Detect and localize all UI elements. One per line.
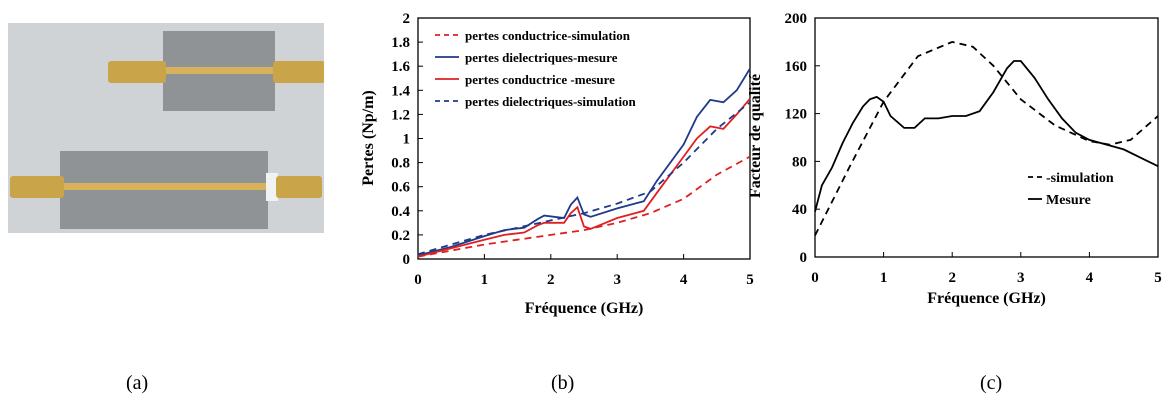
y-tick-label: 200 xyxy=(785,11,808,27)
x-axis-label: Fréquence (GHz) xyxy=(525,300,644,317)
y-tick-label: 0.8 xyxy=(391,156,410,172)
x-tick-label: 1 xyxy=(880,270,888,286)
x-tick-label: 0 xyxy=(414,272,422,288)
y-tick-label: 80 xyxy=(792,154,807,170)
x-tick-label: 3 xyxy=(613,272,621,288)
y-tick-label: 40 xyxy=(792,202,807,218)
series-line-simulation xyxy=(814,40,1159,236)
x-tick-label: 2 xyxy=(547,272,555,288)
y-axis-label: Facteur de qualité xyxy=(747,74,764,198)
y-tick-label: 1.6 xyxy=(391,59,410,75)
y-axis-label: Pertes (Np/m) xyxy=(360,90,377,186)
long-connector-left xyxy=(10,176,64,198)
legend-label: -simulation xyxy=(1046,171,1114,186)
x-tick-label: 1 xyxy=(481,272,489,288)
long-strip xyxy=(60,183,268,190)
y-tick-label: 1 xyxy=(403,132,411,148)
y-tick-label: 1.8 xyxy=(391,35,410,51)
caption-c: (c) xyxy=(980,372,1003,394)
y-tick-label: 0.6 xyxy=(391,180,410,196)
legend-label: pertes conductrice -mesure xyxy=(465,72,615,87)
chart-b: 0 1 2 3 4 5 0 0.2 0.4 0.6 0.8 1 1.2 1.4 1.6 1.8 2 Fréquen… xyxy=(360,11,754,317)
short-line-prototype xyxy=(108,31,325,111)
legend-label: pertes dielectriques-mesure xyxy=(465,50,618,65)
long-line-prototype xyxy=(10,151,322,229)
short-strip xyxy=(163,67,275,74)
x-tick-label: 4 xyxy=(1086,270,1094,286)
y-tick-label: 1.4 xyxy=(391,83,410,99)
caption-a: (a) xyxy=(126,372,149,394)
transmission-line-prototypes-photo xyxy=(8,23,325,233)
series-line-pertes-dielectriques-simulation xyxy=(417,101,751,256)
prototypes-photo xyxy=(8,23,325,233)
long-connector-ring xyxy=(266,173,278,201)
long-connector-right xyxy=(276,176,322,198)
x-tick-label: 4 xyxy=(680,272,688,288)
y-tick-label: 160 xyxy=(785,59,808,75)
short-connector-right xyxy=(273,61,325,83)
series-line-pertes-conductrice-simulation xyxy=(417,155,751,258)
y-tick-label: 0 xyxy=(403,252,411,268)
chart-c: 0 1 2 3 4 5 0 40 80 120 160 200 Fréquence (GHz) Facte… xyxy=(747,11,1162,307)
plot-frame-c xyxy=(814,17,1159,258)
y-tick-label: 1.2 xyxy=(391,107,410,123)
caption-b: (b) xyxy=(551,372,575,394)
legend-label: pertes dielectriques-simulation xyxy=(465,94,637,109)
y-tick-label: 0.2 xyxy=(391,228,410,244)
y-tick-label: 0.4 xyxy=(391,204,410,220)
x-tick-label: 5 xyxy=(746,272,754,288)
short-connector-left xyxy=(108,61,166,83)
series-line-pertes-conductrice-mesure xyxy=(417,98,751,258)
x-tick-label: 3 xyxy=(1017,270,1025,286)
series-line-mesure xyxy=(814,60,1159,212)
x-axis-label: Fréquence (GHz) xyxy=(927,290,1046,307)
legend-label: Mesure xyxy=(1046,193,1091,208)
y-tick-label: 2 xyxy=(403,11,411,27)
x-tick-label: 5 xyxy=(1154,270,1162,286)
x-tick-label: 0 xyxy=(811,270,819,286)
legend-label: pertes conductrice-simulation xyxy=(465,28,631,43)
x-tick-label: 2 xyxy=(948,270,956,286)
y-tick-label: 0 xyxy=(800,250,808,266)
y-tick-label: 120 xyxy=(785,107,808,123)
